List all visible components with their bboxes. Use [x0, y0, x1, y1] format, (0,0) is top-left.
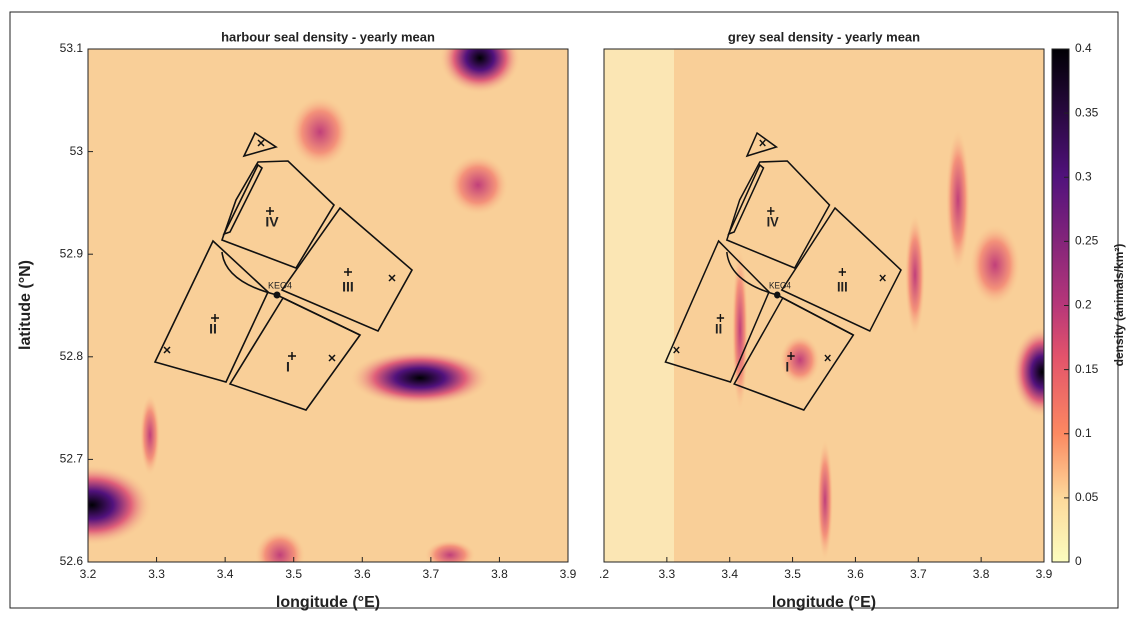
plus-marker [211, 314, 219, 322]
colorbar-tick-label: 0.35 [1075, 105, 1099, 119]
plus-marker [838, 268, 846, 276]
x-marker [328, 354, 336, 362]
density-field [88, 49, 568, 562]
plus-marker [288, 352, 296, 360]
colorbar-tick-label: 0 [1075, 554, 1082, 568]
y-tick-label: 52.9 [60, 246, 84, 260]
x-tick-label: 3.4 [217, 567, 234, 581]
chart-title: harbour seal density - yearly mean [221, 29, 435, 44]
x-tick-label: 3.6 [847, 567, 864, 581]
zone-outline [242, 131, 278, 158]
zone-label: III [837, 279, 848, 295]
x-marker [824, 354, 831, 362]
x-marker [673, 346, 680, 354]
zone-outline [725, 160, 831, 269]
x-tick-label: 3.8 [491, 567, 508, 581]
x-axis-label: longitude (°E) [772, 594, 876, 611]
x-tick-label: 3.9 [1036, 567, 1053, 581]
zone-label: KEO4 [268, 280, 292, 290]
zone-outline [153, 239, 269, 383]
x-axis-label: longitude (°E) [276, 594, 380, 611]
plus-marker [716, 314, 725, 322]
plot-frame [603, 48, 1045, 563]
x-tick-label: 3.9 [560, 567, 577, 581]
plot-frame [87, 48, 569, 563]
zone-outline [220, 160, 336, 269]
colorbar-tick-label: 0.1 [1075, 426, 1092, 440]
zone-label: II [209, 321, 217, 337]
y-axis-label: latitude (°N) [17, 260, 34, 350]
x-marker [879, 274, 886, 282]
y-tick-label: 52.8 [60, 349, 84, 363]
colorbar-tick-label: 0.3 [1075, 169, 1092, 183]
x-tick-label: .2 [599, 567, 609, 581]
zone-label: I [286, 359, 290, 375]
zone-label: IV [265, 214, 279, 230]
x-tick-label: 3.6 [354, 567, 371, 581]
keo4-point [774, 291, 781, 299]
colorbar-tick-label: 0.2 [1075, 298, 1092, 312]
zone-outline [664, 239, 770, 383]
zone-outline [727, 163, 765, 236]
chart-title: grey seal density - yearly mean [728, 29, 920, 44]
y-tick-label: 53 [70, 144, 84, 158]
x-tick-label: 3.5 [784, 567, 801, 581]
frame [9, 11, 1119, 609]
x-marker [257, 139, 265, 147]
x-tick-label: 3.7 [910, 567, 927, 581]
x-marker [759, 139, 766, 147]
x-tick-label: 3.3 [659, 567, 676, 581]
plus-marker [767, 207, 775, 215]
x-tick-label: 3.4 [721, 567, 738, 581]
plus-marker [344, 268, 352, 276]
x-tick-label: 3.7 [423, 567, 440, 581]
x-marker [163, 346, 171, 354]
colorbar-tick-label: 0.15 [1075, 362, 1099, 376]
zone-label: KEO4 [769, 280, 791, 290]
x-tick-label: 3.2 [80, 567, 97, 581]
y-tick-label: 52.7 [60, 452, 84, 466]
zone-label: II [715, 321, 722, 337]
y-tick-label: 52.6 [60, 554, 84, 568]
density-field [604, 49, 1044, 562]
zone-label: III [342, 279, 354, 295]
keo4-point [273, 291, 281, 299]
colorbar-tick-label: 0.4 [1075, 41, 1092, 55]
x-tick-label: 3.5 [285, 567, 302, 581]
x-marker [388, 274, 396, 282]
plus-marker [787, 352, 795, 360]
x-tick-label: 3.8 [973, 567, 990, 581]
zone-outline [780, 206, 902, 333]
zone-label: I [786, 359, 790, 375]
colorbar-tick-label: 0.05 [1075, 490, 1099, 504]
zone-outline [222, 163, 264, 236]
colorbar-label: density (animals/km²) [1112, 244, 1126, 367]
zone-outline [280, 206, 414, 333]
x-tick-label: 3.3 [148, 567, 165, 581]
zone-outline [745, 131, 779, 158]
y-tick-label: 53.1 [60, 41, 84, 55]
plus-marker [266, 207, 274, 215]
zone-label: IV [767, 214, 779, 230]
colorbar-tick-label: 0.25 [1075, 234, 1099, 248]
